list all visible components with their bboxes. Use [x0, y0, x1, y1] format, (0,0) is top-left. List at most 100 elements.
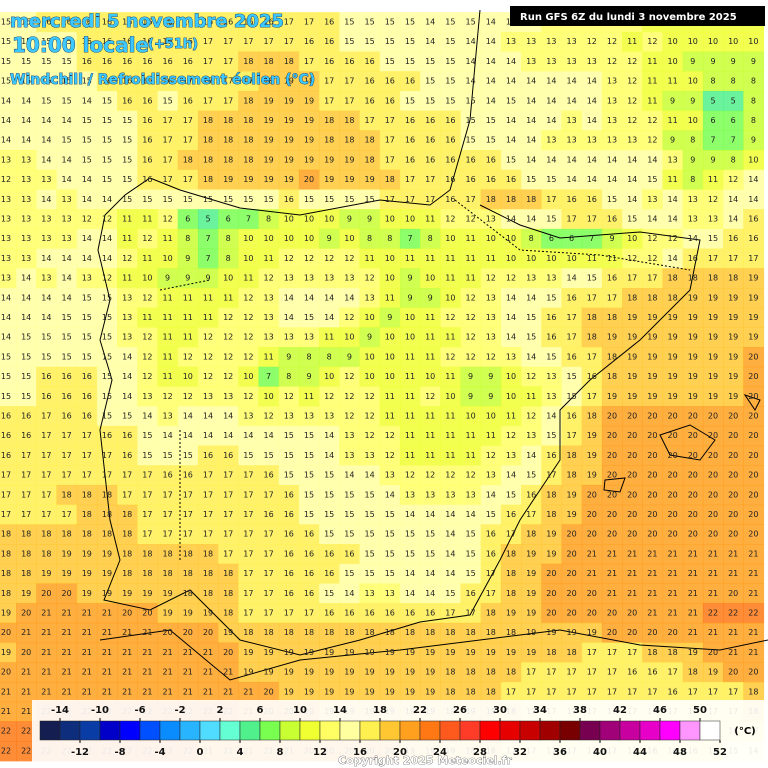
field-cell	[339, 622, 361, 644]
value-label: 18	[1, 589, 11, 598]
value-label: 20	[688, 490, 698, 499]
field-cell	[682, 465, 704, 486]
field-cell	[702, 642, 724, 663]
value-label: 15	[21, 57, 31, 66]
value-label: 15	[445, 96, 455, 105]
value-label: 9	[751, 136, 756, 145]
field-cell	[117, 425, 138, 447]
field-cell	[622, 150, 643, 171]
value-label: 11	[142, 215, 152, 224]
field-cell	[521, 110, 542, 131]
field-cell	[642, 287, 664, 309]
value-label: 17	[223, 549, 233, 558]
value-label: 17	[223, 96, 233, 105]
field-cell	[359, 169, 381, 191]
field-cell	[581, 347, 603, 368]
value-label: 11	[445, 333, 455, 342]
value-label: 11	[163, 333, 173, 342]
value-label: 16	[546, 333, 556, 342]
value-label: 12	[344, 254, 354, 263]
value-label: 19	[627, 313, 637, 322]
value-label: 17	[567, 215, 577, 224]
value-label: 14	[506, 215, 516, 224]
coastlines	[97, 9, 768, 681]
field-cell	[76, 110, 98, 131]
field-cell	[218, 642, 239, 663]
field-cell	[319, 110, 340, 131]
value-label: 21	[163, 687, 173, 696]
field-cell	[76, 642, 98, 663]
value-label: 16	[405, 116, 415, 125]
value-label: 19	[284, 77, 294, 86]
field-cell	[278, 307, 300, 328]
field-cell	[319, 563, 340, 585]
value-label: 14	[62, 274, 72, 283]
field-cell	[541, 445, 563, 466]
field-cell	[723, 681, 744, 703]
value-label: 16	[324, 18, 334, 27]
value-label: 18	[82, 490, 92, 499]
value-label: 12	[203, 372, 213, 381]
value-label: 13	[324, 274, 334, 283]
value-label: 16	[122, 77, 132, 86]
value-label: 19	[365, 175, 375, 184]
value-label: 18	[243, 136, 253, 145]
field-cell	[238, 484, 260, 506]
value-label: 16	[425, 609, 435, 618]
field-cell	[500, 268, 522, 289]
value-label: 19	[587, 471, 597, 480]
field-cell	[420, 386, 441, 407]
value-label: 13	[546, 37, 556, 46]
field-cell	[0, 662, 17, 683]
field-cell	[177, 366, 199, 388]
field-cell	[480, 287, 502, 309]
field-cell	[460, 90, 482, 112]
value-label: 17	[21, 490, 31, 499]
field-cell	[96, 347, 118, 368]
value-label: 19	[344, 668, 354, 677]
value-label: 12	[122, 254, 132, 263]
value-label: 17	[183, 530, 193, 539]
value-label: 21	[1, 707, 11, 716]
field-cell	[642, 681, 664, 703]
field-cell	[702, 563, 724, 585]
value-label: 7	[407, 234, 412, 243]
value-label: 9	[367, 215, 372, 224]
field-cell	[581, 327, 603, 348]
field-cell	[399, 248, 421, 269]
field-cell	[521, 445, 542, 466]
value-label: 11	[526, 392, 536, 401]
value-label: 21	[668, 589, 678, 598]
field-cell	[521, 347, 542, 368]
value-label: 12	[243, 293, 253, 302]
field-cell	[379, 327, 401, 348]
field-cell	[137, 268, 159, 289]
field-cell	[278, 169, 300, 191]
value-label: 19	[728, 352, 738, 361]
value-label: 14	[486, 37, 496, 46]
field-cell	[541, 287, 563, 309]
field-cell	[56, 445, 78, 466]
field-cell	[117, 71, 138, 92]
value-label: 20	[688, 510, 698, 519]
value-label: 16	[243, 18, 253, 27]
value-label: 12	[445, 471, 455, 480]
value-label: 16	[82, 37, 92, 46]
field-cell	[36, 504, 58, 525]
value-label: 20	[708, 648, 718, 657]
field-cell	[0, 327, 17, 348]
value-label: 14	[41, 293, 51, 302]
field-cell	[157, 544, 179, 565]
field-cell	[339, 563, 361, 585]
field-cell	[36, 248, 58, 269]
field-cell	[157, 504, 179, 525]
value-label: 14	[82, 234, 92, 243]
value-label: 18	[62, 530, 72, 539]
value-label: 20	[748, 352, 758, 361]
field-cell	[581, 425, 603, 447]
field-cell	[682, 209, 704, 230]
value-label: 9	[670, 136, 675, 145]
field-cell	[137, 524, 159, 545]
field-cell	[743, 209, 765, 230]
field-cell	[460, 366, 482, 388]
